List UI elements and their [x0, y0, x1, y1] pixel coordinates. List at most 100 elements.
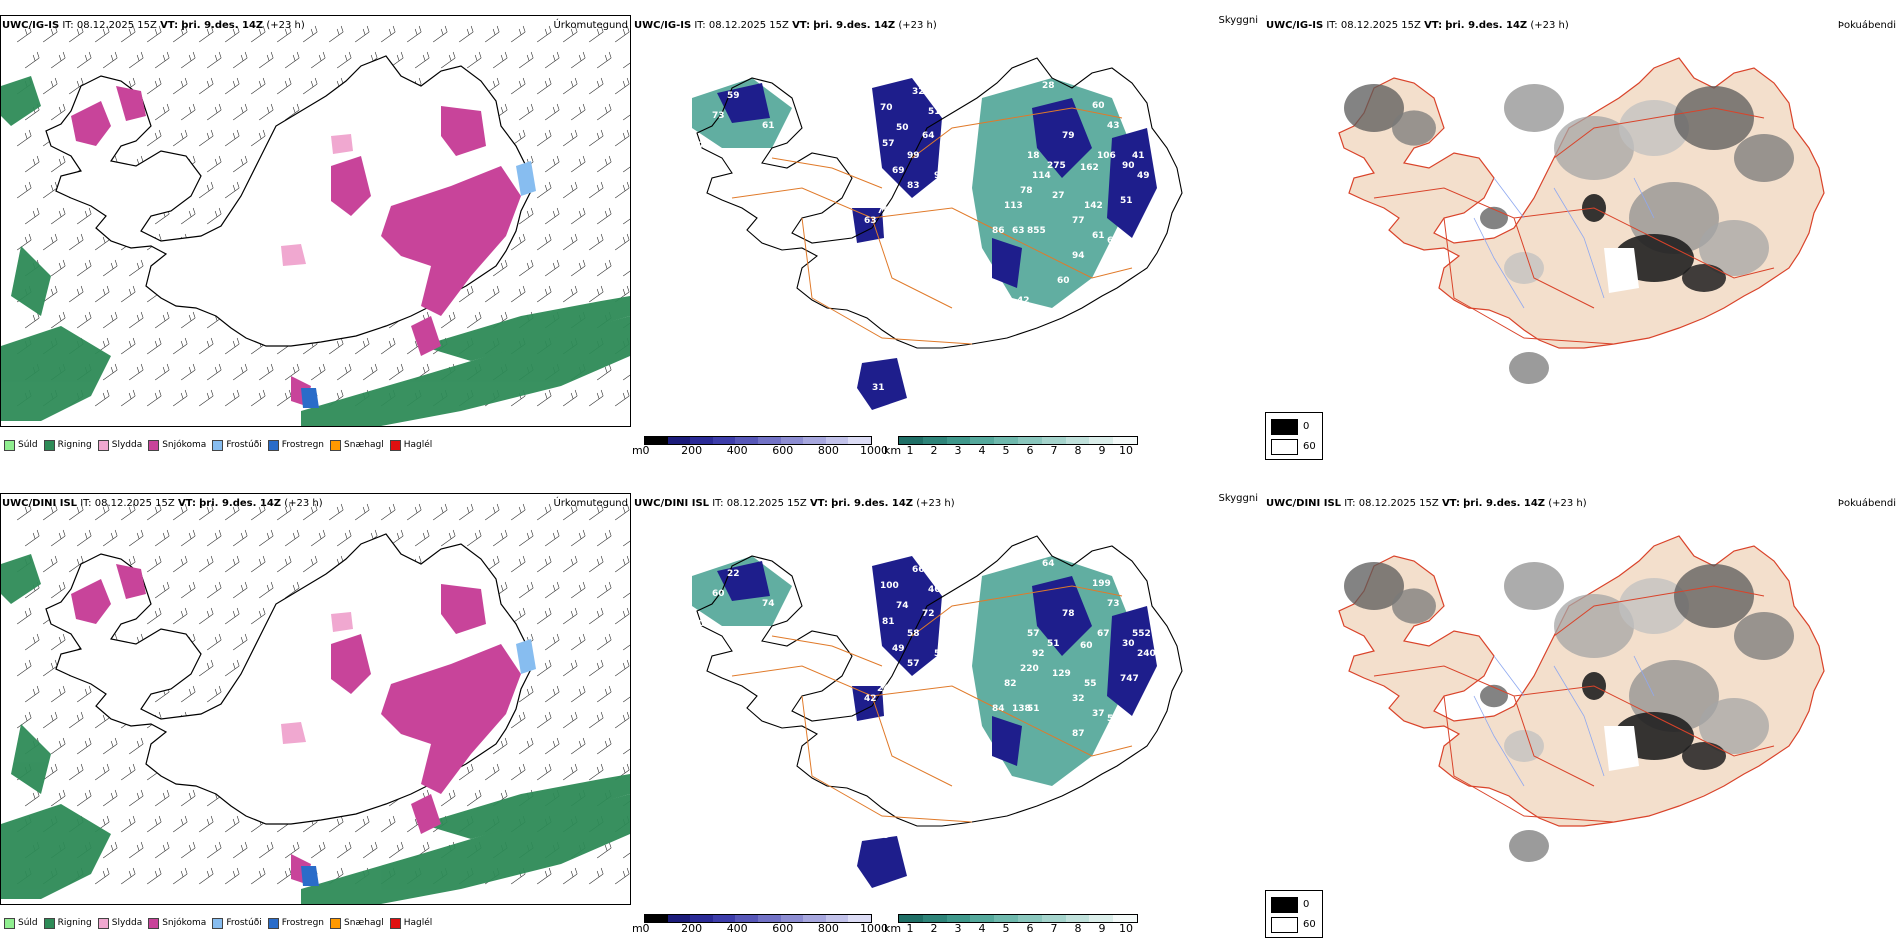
- visibility-label: 28: [1042, 81, 1055, 91]
- legend-item: Slydda: [97, 917, 142, 929]
- precip-legend: Súld Rigning Slydda Snjókoma Frostúði Frostre…: [4, 915, 432, 931]
- cloud-title: Skyggni: [1218, 493, 1258, 504]
- visibility-label: 41: [1132, 151, 1145, 161]
- fog-legend-label-60: 60: [1303, 441, 1316, 452]
- legend-label: Snæhagl: [344, 440, 384, 450]
- cloud-base-label: 49: [892, 644, 905, 654]
- visibility-label: 142: [1084, 201, 1103, 211]
- cloud-base-label: 46: [928, 585, 941, 595]
- cloud-base-label: 72: [922, 609, 935, 619]
- fog-panel: UWC/DINI ISL IT: 08.12.2025 15Z VT: þri.…: [1264, 478, 1900, 950]
- it-label: IT:: [1326, 20, 1338, 31]
- cloud-base-label: 74: [896, 601, 909, 611]
- visibility-label: 43: [1107, 121, 1120, 131]
- legend-item: Snæhagl: [330, 917, 384, 929]
- fog-legend: 0 60: [1265, 890, 1323, 938]
- visibility-label: 59: [1122, 246, 1135, 256]
- visibility-label: 220: [1020, 664, 1039, 674]
- cloud-value-labels: 2260741011006646748172584957524224188641…: [692, 559, 1156, 841]
- row-ig-is: UWC/IG-IS IT: 08.12.2025 15Z VT: þri. 9.…: [0, 0, 1900, 472]
- cloud-base-label: 59: [727, 91, 740, 101]
- visibility-label: 64: [1042, 559, 1055, 569]
- fog-legend-white-swatch: [1271, 917, 1298, 933]
- road-network: [1373, 107, 1775, 345]
- cloud-height-colorbar: m 0 200 400 600 800 1000: [632, 436, 888, 466]
- vt-label: VT:: [1441, 498, 1460, 509]
- rain-areas: [1, 554, 630, 904]
- cloud-base-label: 51: [928, 107, 941, 117]
- run-header: UWC/DINI ISL IT: 08.12.2025 15Z VT: þri.…: [2, 498, 323, 509]
- fog-title: Þokuábendi: [1837, 20, 1896, 31]
- cloud-base-label: 81: [882, 617, 895, 627]
- height-tick-label: 800: [817, 444, 839, 457]
- legend-swatch: [148, 917, 160, 929]
- visibility-tick-label: 3: [954, 444, 962, 457]
- run-header: UWC/DINI ISL IT: 08.12.2025 15Z VT: þri.…: [1266, 498, 1587, 509]
- vt-value: þri. 9.des. 14Z: [181, 20, 264, 31]
- legend-item: Snjókoma: [148, 439, 206, 451]
- height-tick-label: 0: [642, 922, 650, 935]
- cloud-base-label: 75: [877, 206, 890, 216]
- visibility-label: 32: [1072, 694, 1085, 704]
- iceland-outline: [45, 533, 532, 825]
- visibility-label: 60: [1057, 276, 1070, 286]
- legend-label: Frostregn: [281, 440, 325, 450]
- height-tick-label: 0: [642, 444, 650, 457]
- visibility-label: 77: [1072, 216, 1085, 226]
- colorbar-strip: [644, 436, 872, 445]
- vt-value: þri. 9.des. 14Z: [813, 20, 896, 31]
- fog-legend-label-0: 0: [1303, 421, 1310, 432]
- visibility-tick-label: 10: [1119, 444, 1133, 457]
- visibility-unit: km: [884, 444, 902, 457]
- visibility-tick-label: 8: [1074, 444, 1082, 457]
- visibility-label: 240: [1137, 649, 1156, 659]
- visibility-label: 37: [1092, 709, 1105, 719]
- visibility-label: 855: [1027, 226, 1046, 236]
- colorbar-strip: [898, 914, 1138, 923]
- height-tick-label: 1000: [860, 922, 888, 935]
- fog-legend-dark-swatch: [1271, 897, 1298, 913]
- vt-value: þri. 9.des. 14Z: [199, 498, 282, 509]
- legend-swatch: [97, 439, 109, 451]
- visibility-label: 78: [1020, 186, 1033, 196]
- cloud-base-label: 32: [912, 87, 925, 97]
- legend-swatch: [330, 917, 342, 929]
- legend-label: Súld: [18, 918, 38, 928]
- visibility-tick-label: 4: [978, 444, 986, 457]
- legend-item: Frostregn: [267, 917, 324, 929]
- visibility-label: 94: [1072, 251, 1085, 261]
- legend-swatch: [212, 917, 224, 929]
- visibility-label: 747: [1120, 674, 1139, 684]
- rivers: [1473, 655, 1655, 787]
- visibility-label: 51: [1027, 704, 1040, 714]
- legend-swatch: [4, 917, 15, 929]
- cloud-base-label: 63: [864, 216, 877, 226]
- visibility-label: 129: [1052, 669, 1071, 679]
- visibility-label: 55: [1084, 679, 1097, 689]
- cloud-base-label: 69: [892, 166, 905, 176]
- lead-time: (+23 h): [284, 498, 323, 509]
- colorbar-strip: [644, 914, 872, 923]
- cloud-base-label: 57: [870, 353, 883, 363]
- fog-map: [1338, 535, 1825, 862]
- legend-label: Súld: [18, 440, 38, 450]
- fog-legend-label-60: 60: [1303, 919, 1316, 930]
- visibility-tick-label: 4: [978, 922, 986, 935]
- legend-item: Haglél: [389, 917, 432, 929]
- visibility-label: 113: [1004, 201, 1023, 211]
- visibility-label: 78: [1062, 609, 1075, 619]
- fog-legend-white-swatch: [1271, 439, 1298, 455]
- rivers: [1473, 177, 1655, 309]
- visibility-label: 90: [1122, 161, 1135, 171]
- model-name: UWC/IG-IS: [2, 20, 60, 31]
- precip-map: [1, 25, 630, 426]
- cloud-height-colorbar: m 0 200 400 600 800 1000: [632, 914, 888, 944]
- legend-swatch: [267, 439, 279, 451]
- cloud-title: Skyggni: [1218, 15, 1258, 26]
- visibility-label: 27: [1052, 191, 1065, 201]
- visibility-label: 63: [1012, 226, 1025, 236]
- precip-map: [1, 503, 630, 904]
- visibility-label: 51: [1047, 639, 1060, 649]
- fog-legend: 0 60: [1265, 412, 1323, 460]
- legend-item: Haglél: [389, 439, 432, 451]
